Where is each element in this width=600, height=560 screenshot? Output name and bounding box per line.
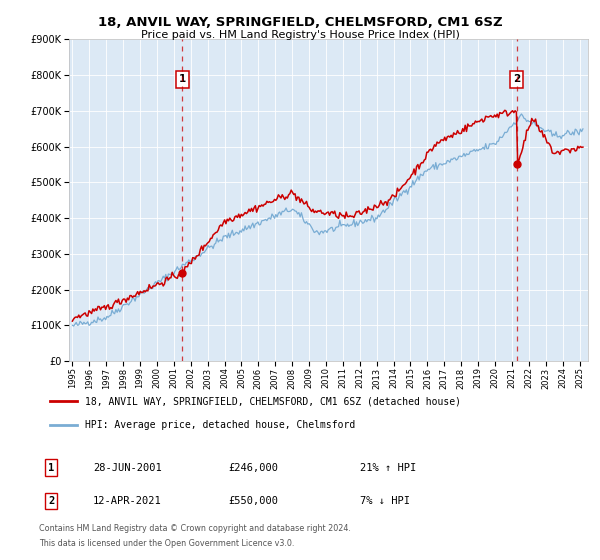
Text: 21% ↑ HPI: 21% ↑ HPI: [360, 463, 416, 473]
Text: 18, ANVIL WAY, SPRINGFIELD, CHELMSFORD, CM1 6SZ: 18, ANVIL WAY, SPRINGFIELD, CHELMSFORD, …: [98, 16, 502, 29]
Text: 2: 2: [48, 496, 54, 506]
Text: Contains HM Land Registry data © Crown copyright and database right 2024.: Contains HM Land Registry data © Crown c…: [39, 524, 351, 533]
Text: 18, ANVIL WAY, SPRINGFIELD, CHELMSFORD, CM1 6SZ (detached house): 18, ANVIL WAY, SPRINGFIELD, CHELMSFORD, …: [85, 396, 461, 407]
Text: 28-JUN-2001: 28-JUN-2001: [93, 463, 162, 473]
Text: 2: 2: [513, 74, 520, 85]
Text: 1: 1: [48, 463, 54, 473]
Text: This data is licensed under the Open Government Licence v3.0.: This data is licensed under the Open Gov…: [39, 539, 295, 548]
Point: [512, 160, 521, 169]
Text: 7% ↓ HPI: 7% ↓ HPI: [360, 496, 410, 506]
Text: HPI: Average price, detached house, Chelmsford: HPI: Average price, detached house, Chel…: [85, 419, 355, 430]
Text: £246,000: £246,000: [228, 463, 278, 473]
Text: Price paid vs. HM Land Registry's House Price Index (HPI): Price paid vs. HM Land Registry's House …: [140, 30, 460, 40]
Point: [178, 269, 187, 278]
Text: 12-APR-2021: 12-APR-2021: [93, 496, 162, 506]
Text: £550,000: £550,000: [228, 496, 278, 506]
Text: 1: 1: [179, 74, 186, 85]
